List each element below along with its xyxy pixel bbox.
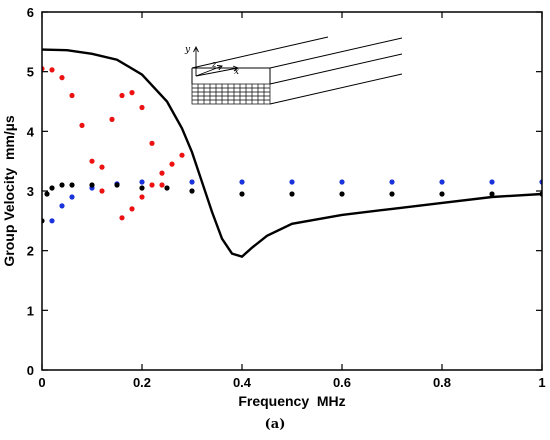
data-point	[389, 191, 395, 197]
y-axis-title: Group Velocity mm/µs	[1, 115, 17, 266]
inset-axis-z-label: z	[211, 60, 217, 70]
inset-axis-x-label: x	[234, 67, 239, 77]
data-point	[49, 218, 55, 224]
y-tick-label: 0	[27, 363, 34, 378]
y-tick-label: 1	[27, 303, 34, 318]
data-point	[164, 185, 170, 191]
plot-frame	[41, 11, 543, 371]
data-point	[129, 90, 135, 96]
data-point	[44, 191, 50, 197]
y-tick-label: 5	[27, 65, 34, 80]
data-point	[49, 185, 55, 191]
y-tick-label: 3	[27, 184, 34, 199]
series-points-red	[99, 90, 165, 188]
data-point	[239, 179, 245, 185]
data-point	[129, 206, 135, 212]
data-point	[339, 191, 345, 197]
data-point	[49, 67, 55, 73]
data-point	[159, 182, 165, 188]
x-tick-label: 0.6	[333, 375, 351, 390]
y-tick-label: 2	[27, 244, 34, 259]
data-point	[69, 92, 75, 99]
data-point	[99, 164, 105, 170]
y-tick-label: 6	[27, 5, 34, 20]
data-point	[439, 191, 445, 197]
x-tick-label: 0.4	[233, 375, 252, 390]
data-point	[189, 179, 195, 185]
data-point	[189, 188, 195, 194]
series-points-black	[42, 182, 542, 224]
data-point	[119, 215, 125, 221]
data-point	[239, 191, 245, 197]
x-tick-label: 1	[538, 375, 545, 390]
data-point	[59, 203, 65, 209]
x-tick-label: 0.2	[133, 375, 151, 390]
series-points-blue	[49, 179, 542, 224]
data-point	[89, 158, 95, 164]
data-point	[289, 191, 295, 197]
data-point	[489, 179, 495, 185]
data-point	[99, 188, 105, 194]
data-point	[109, 116, 115, 122]
inset-axis-y-label: y	[184, 45, 191, 55]
data-point	[489, 191, 495, 197]
data-point	[139, 104, 145, 111]
data-point	[119, 92, 125, 99]
data-point	[149, 140, 155, 146]
data-point	[59, 182, 65, 188]
data-point	[159, 170, 165, 176]
x-tick-label: 0.8	[433, 375, 451, 390]
data-point	[139, 179, 145, 185]
figure-caption: (a)	[265, 417, 286, 432]
waveguide-bar-inset: y z x	[184, 36, 403, 105]
bar-cross-section-grid	[191, 83, 271, 105]
data-point	[169, 161, 175, 167]
series-points-red	[42, 66, 105, 194]
y-tick-label: 4	[27, 124, 35, 139]
data-point	[69, 182, 75, 188]
x-tick-label: 0	[38, 375, 45, 390]
coordinate-arrows	[193, 45, 239, 77]
bar-top-edges	[191, 36, 403, 105]
data-point	[389, 179, 395, 185]
x-axis-title: Frequency MHz	[238, 393, 345, 409]
data-point	[139, 185, 145, 191]
data-point	[439, 179, 445, 185]
data-point	[79, 122, 85, 128]
data-point	[89, 182, 95, 188]
data-point	[69, 194, 75, 200]
series-points-red	[119, 152, 185, 221]
data-point	[339, 179, 345, 185]
data-point	[114, 182, 120, 188]
data-point	[59, 75, 65, 81]
data-point	[289, 179, 295, 185]
series-line-black	[42, 48, 542, 258]
data-point	[179, 152, 185, 158]
data-point	[149, 182, 155, 188]
data-point	[139, 194, 145, 200]
